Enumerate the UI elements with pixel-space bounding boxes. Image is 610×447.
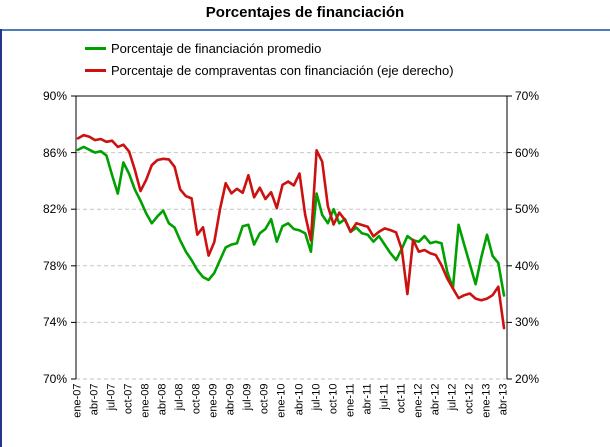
x-axis-tick-label: ene-09 (207, 383, 220, 418)
left-axis-tick-label: 82% (42, 202, 67, 217)
x-axis-tick-label: abr-10 (293, 383, 306, 416)
right-axis-tick-label: 40% (515, 258, 540, 273)
x-axis-tick-label: oct-11 (395, 383, 408, 414)
panel-left-border (0, 29, 2, 447)
x-axis-tick-label: abr-07 (88, 383, 101, 416)
x-axis-tick-label: abr-09 (224, 383, 237, 416)
x-axis-tick-label: ene-08 (139, 383, 152, 418)
right-axis-tick-label: 70% (515, 89, 540, 103)
x-axis-tick-label: jul-11 (378, 383, 391, 410)
legend-item-promedio: Porcentaje de financiación promedio (85, 37, 454, 59)
x-axis-tick-label: abr-08 (156, 383, 169, 416)
right-axis-tick-label: 20% (515, 372, 540, 386)
red-line-swatch (85, 68, 106, 72)
left-axis-tick-label: 74% (42, 315, 67, 330)
x-axis-tick-label: ene-11 (344, 383, 357, 417)
x-axis-tick-label: jul-12 (446, 383, 459, 411)
axes (71, 95, 512, 380)
x-axis-tick-label: oct-10 (327, 383, 340, 415)
left-axis-tick-label: 86% (42, 145, 67, 160)
left-axis-tick-label: 90% (42, 89, 67, 103)
right-axis-tick-label: 30% (515, 315, 540, 330)
x-axis-tick-label: jul-09 (241, 383, 254, 411)
x-axis-tick-label: jul-07 (105, 383, 118, 411)
left-axis-tick-label: 70% (42, 372, 67, 386)
chart-title: Porcentajes de financiación (205, 4, 405, 21)
x-axis-tick-label: ene-07 (71, 383, 84, 418)
x-axis-tick-label: ene-12 (412, 383, 425, 418)
x-axis-tick-label: oct-12 (463, 383, 476, 415)
right-axis-tick-label: 50% (515, 202, 540, 217)
gridlines (76, 152, 507, 380)
x-axis-tick-label: oct-08 (190, 383, 203, 415)
legend: Porcentaje de financiación promedio Porc… (85, 37, 454, 81)
x-axis-tick-label: oct-07 (122, 383, 135, 415)
x-axis-tick-label: abr-11 (361, 383, 374, 415)
x-axis-tick-label: oct-09 (258, 383, 271, 415)
legend-label-compraventas: Porcentaje de compraventas con financiac… (111, 62, 454, 78)
title-rule (0, 29, 610, 31)
series-line-promedio (76, 145, 506, 297)
legend-item-compraventas: Porcentaje de compraventas con financiac… (85, 59, 454, 81)
left-axis-tick-label: 78% (42, 258, 67, 273)
x-axis-tick-label: abr-13 (497, 383, 510, 416)
x-axis-tick-label: abr-12 (429, 383, 442, 416)
legend-label-promedio: Porcentaje de financiación promedio (111, 40, 322, 56)
green-line-swatch (85, 46, 106, 50)
x-axis-tick-label: ene-10 (275, 383, 288, 418)
x-axis-tick-label: jul-08 (173, 383, 186, 411)
x-axis-tick-label: ene-13 (480, 383, 493, 418)
right-axis-tick-label: 60% (515, 145, 540, 160)
series-line-compraventas (76, 133, 506, 330)
x-axis-tick-label: jul-10 (310, 383, 323, 411)
